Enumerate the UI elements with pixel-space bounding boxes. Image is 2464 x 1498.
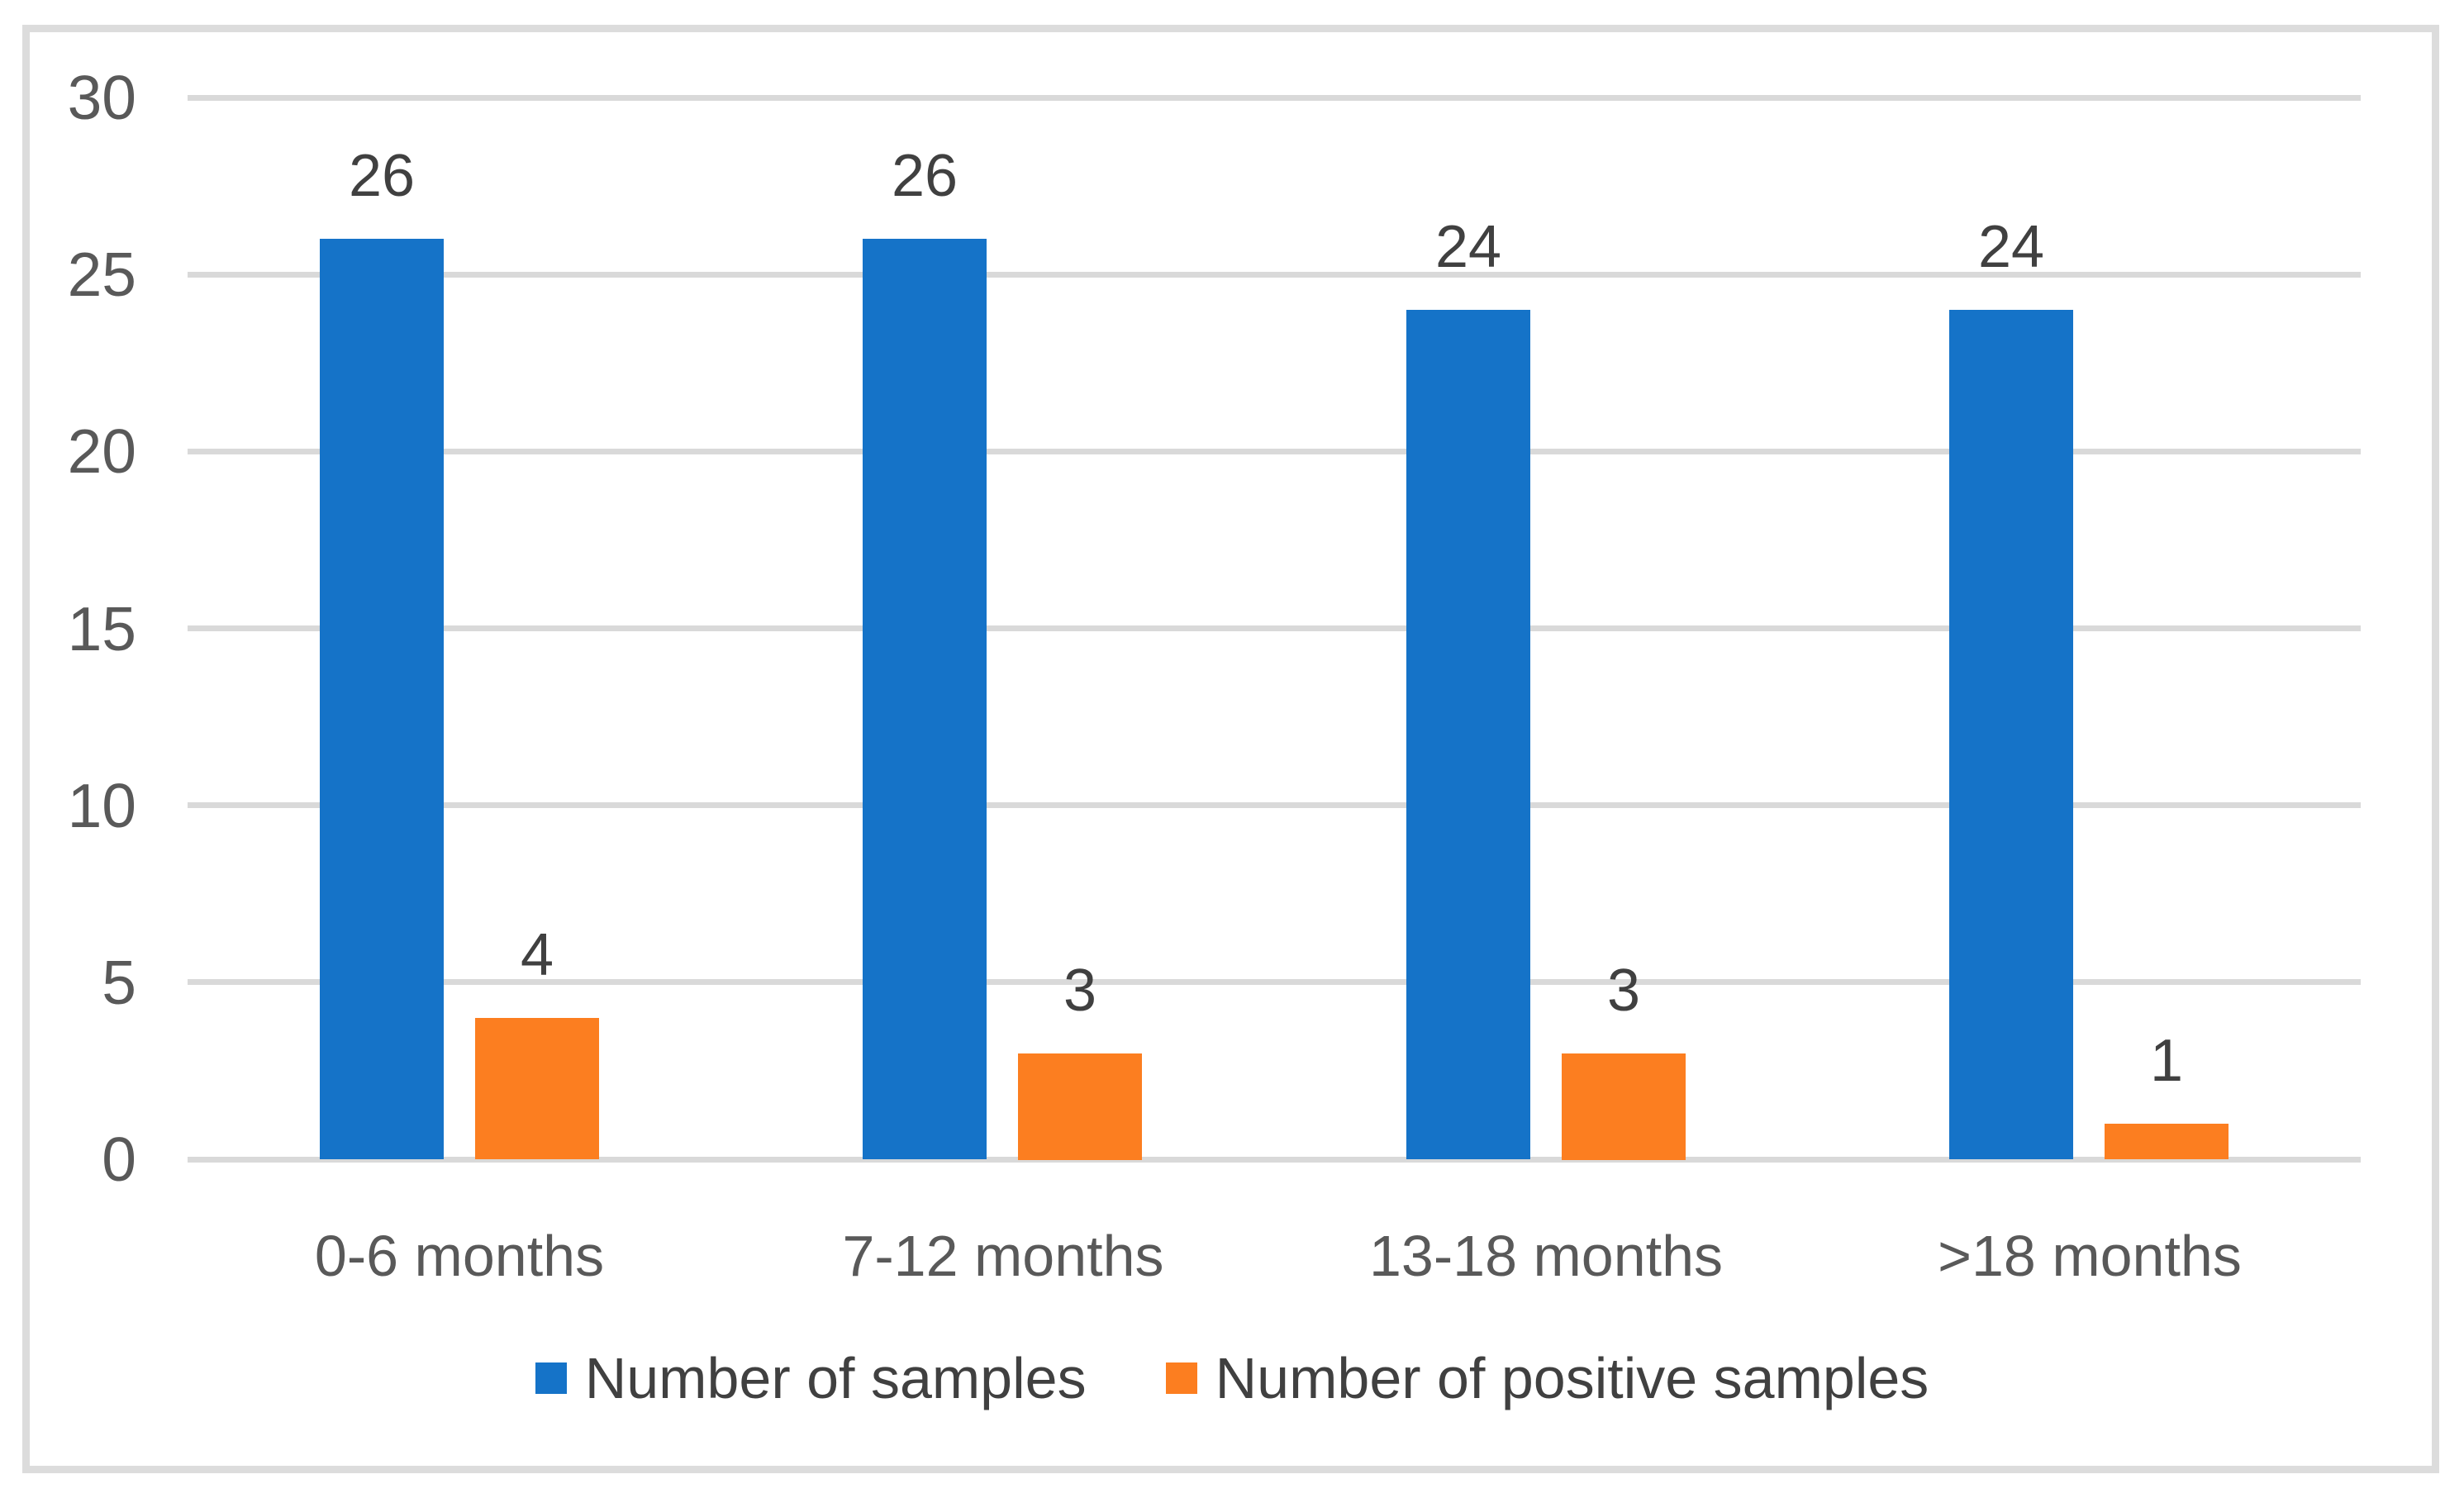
x-axis-category-label: >18 months	[1938, 1224, 2242, 1288]
legend-swatch-icon	[1165, 1362, 1197, 1394]
legend-item-number-of-samples: Number of samples	[535, 1348, 1087, 1409]
bar-number-of-positive-samples	[1018, 1053, 1142, 1160]
legend-swatch-icon	[535, 1362, 567, 1394]
legend-label: Number of positive samples	[1215, 1346, 1929, 1410]
bar-number-of-samples	[863, 239, 987, 1159]
legend-label: Number of samples	[584, 1346, 1087, 1410]
value-label-number-of-positive-samples: 1	[2149, 1028, 2184, 1094]
value-label-number-of-samples: 26	[348, 143, 416, 209]
legend: Number of samples Number of positive samp…	[0, 1345, 2464, 1411]
bar-number-of-samples	[1949, 310, 2073, 1159]
x-axis-category-label: 7-12 months	[842, 1224, 1164, 1288]
x-axis-category-label: 0-6 months	[314, 1224, 605, 1288]
value-label-number-of-positive-samples: 4	[520, 922, 554, 988]
value-label-number-of-positive-samples: 3	[1063, 958, 1097, 1024]
gridline	[188, 449, 2361, 454]
y-axis-tick-label: 5	[102, 948, 136, 1017]
value-label-number-of-samples: 26	[891, 143, 958, 209]
bar-number-of-positive-samples	[475, 1018, 599, 1159]
y-axis-tick-label: 25	[67, 240, 136, 309]
bar-number-of-positive-samples	[2105, 1124, 2229, 1159]
gridline	[188, 625, 2361, 631]
gridline	[188, 802, 2361, 808]
bar-number-of-samples	[1406, 310, 1530, 1159]
value-label-number-of-samples: 24	[1977, 214, 2045, 280]
y-axis-tick-label: 20	[67, 416, 136, 486]
gridline	[188, 979, 2361, 985]
value-label-number-of-samples: 24	[1434, 214, 1502, 280]
gridline	[188, 1157, 2361, 1163]
y-axis-tick-label: 10	[67, 771, 136, 840]
y-axis-tick-label: 15	[67, 594, 136, 663]
gridline	[188, 95, 2361, 101]
x-axis-category-label: 13-18 months	[1368, 1224, 1724, 1288]
gridline	[188, 272, 2361, 278]
y-axis-tick-label: 0	[102, 1125, 136, 1194]
legend-item-number-of-positive-samples: Number of positive samples	[1165, 1346, 1929, 1410]
value-label-number-of-positive-samples: 3	[1606, 958, 1641, 1024]
bar-number-of-samples	[320, 239, 444, 1159]
bar-number-of-positive-samples	[1562, 1053, 1686, 1160]
y-axis-tick-label: 30	[67, 63, 136, 132]
